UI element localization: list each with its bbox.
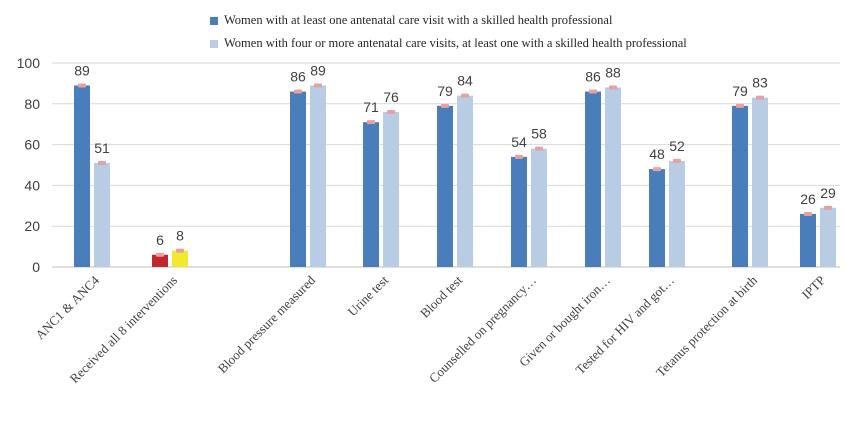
data-label-2-3: 76 [383, 89, 399, 105]
error-marker-1-6 [589, 89, 597, 94]
data-label-1-9: 26 [800, 191, 816, 207]
error-marker-2-2 [314, 83, 322, 88]
y-tick-label-60: 60 [24, 137, 40, 153]
bar-2-7 [669, 160, 685, 267]
error-marker-1-3 [367, 120, 375, 125]
bar-2-6 [605, 87, 621, 267]
bar-1-1 [152, 254, 168, 267]
bar-2-4 [457, 95, 473, 267]
data-label-1-5: 54 [511, 134, 527, 150]
x-tick-label-2: Blood pressure measured [215, 272, 319, 376]
error-marker-1-5 [515, 154, 523, 159]
x-tick-label-9: IPTP [799, 273, 829, 303]
data-label-2-9: 29 [820, 185, 836, 201]
y-tick-label-80: 80 [24, 96, 40, 112]
error-marker-1-0 [78, 83, 86, 88]
bar-1-9 [800, 213, 816, 267]
bar-2-8 [752, 97, 768, 268]
y-tick-label-100: 100 [17, 55, 41, 71]
y-tick-label-40: 40 [24, 177, 40, 193]
data-label-2-8: 83 [752, 75, 768, 91]
data-label-2-1: 8 [176, 228, 184, 244]
error-marker-2-8 [756, 95, 764, 100]
data-label-1-1: 6 [156, 232, 164, 248]
bar-1-3 [363, 122, 379, 267]
data-label-2-4: 84 [457, 73, 473, 89]
data-label-2-2: 89 [310, 62, 326, 78]
error-marker-1-2 [294, 89, 302, 94]
data-label-1-0: 89 [74, 62, 90, 78]
bar-2-1 [172, 250, 188, 267]
data-label-2-0: 51 [94, 140, 110, 156]
error-marker-2-1 [176, 248, 184, 253]
bar-2-5 [531, 148, 547, 267]
x-tick-label-4: Blood test [417, 272, 465, 320]
error-marker-2-7 [673, 158, 681, 163]
bar-2-0 [94, 162, 110, 267]
bar-1-0 [74, 85, 90, 267]
error-marker-2-3 [387, 109, 395, 114]
data-label-1-4: 79 [437, 83, 453, 99]
y-tick-label-0: 0 [32, 259, 40, 275]
legend-swatch-series-1 [210, 16, 218, 25]
bar-1-4 [437, 105, 453, 267]
data-label-1-3: 71 [363, 99, 379, 115]
data-label-2-7: 52 [669, 138, 685, 154]
chart-legend: Women with at least one antenatal care v… [210, 9, 687, 55]
bar-2-2 [310, 85, 326, 267]
bar-1-6 [585, 91, 601, 267]
legend-swatch-series-2 [210, 39, 218, 48]
error-marker-2-5 [535, 146, 543, 151]
bar-1-8 [732, 105, 748, 267]
error-marker-2-6 [609, 85, 617, 90]
legend-item-series-1: Women with at least one antenatal care v… [210, 9, 687, 32]
data-label-2-5: 58 [531, 126, 547, 142]
legend-item-series-2: Women with four or more antenatal care v… [210, 32, 687, 55]
error-marker-1-4 [441, 103, 449, 108]
data-label-2-6: 88 [605, 64, 621, 80]
legend-label-series-1: Women with at least one antenatal care v… [224, 13, 613, 27]
bar-1-2 [290, 91, 306, 267]
error-marker-2-9 [824, 205, 832, 210]
data-label-1-7: 48 [649, 146, 665, 162]
x-tick-label-0: ANC1 & ANC4 [32, 272, 102, 342]
bar-2-3 [383, 111, 399, 268]
data-label-1-8: 79 [732, 83, 748, 99]
bar-1-7 [649, 169, 665, 267]
bar-1-5 [511, 156, 527, 267]
y-tick-label-20: 20 [24, 218, 40, 234]
error-marker-1-1 [156, 252, 164, 257]
error-marker-2-4 [461, 93, 469, 98]
error-marker-2-0 [98, 160, 106, 165]
data-label-1-6: 86 [585, 69, 601, 85]
error-marker-1-8 [736, 103, 744, 108]
legend-label-series-2: Women with four or more antenatal care v… [224, 36, 687, 50]
data-label-1-2: 86 [290, 69, 306, 85]
error-marker-1-7 [653, 167, 661, 172]
x-tick-label-3: Urine test [345, 272, 392, 319]
bar-2-9 [820, 207, 836, 267]
error-marker-1-9 [804, 211, 812, 216]
